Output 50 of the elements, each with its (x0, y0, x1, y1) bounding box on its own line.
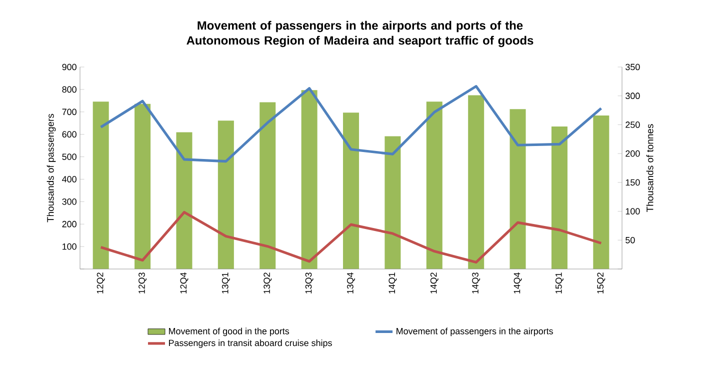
x-tick-label: 12Q2 (96, 272, 105, 294)
x-tick-label: 14Q1 (388, 272, 397, 294)
x-tick-label: 12Q3 (138, 272, 147, 294)
y-tick-label: 700 (62, 108, 76, 116)
line-series (100, 210, 602, 264)
x-tick-label: 14Q2 (430, 272, 438, 294)
y-axis-title: Thousands of passengers (46, 114, 56, 222)
bar (260, 102, 276, 269)
x-tick-label: 15Q2 (597, 272, 606, 294)
bar (176, 132, 192, 269)
legend-label: Movement of good in the ports (169, 328, 290, 336)
x-tick-label: 15Q1 (555, 272, 564, 294)
bar (384, 136, 401, 269)
bar (301, 90, 318, 269)
y2-tick-label: 250 (626, 122, 640, 128)
y2-tick-label: 350 (626, 64, 640, 70)
legend-label: Passengers in transit aboard cruise ships (169, 340, 332, 348)
y-tick-label: 900 (62, 64, 76, 70)
line-series (100, 85, 602, 163)
bar (551, 126, 568, 269)
bar (218, 120, 234, 269)
legend-label: Movement of passengers in the airports (396, 328, 553, 336)
y2-tick-label: 100 (626, 208, 640, 214)
y-tick-label: 100 (62, 243, 76, 250)
y-tick-label: 200 (62, 220, 76, 228)
y2-tick-label: 200 (626, 150, 640, 157)
bar (426, 102, 442, 269)
y-tick-label: 500 (62, 154, 76, 160)
x-tick-label: 14Q4 (514, 272, 522, 294)
bar (134, 104, 151, 269)
x-tick-label: 14Q3 (472, 272, 480, 294)
y2-tick-label: 150 (626, 179, 640, 186)
y-tick-label: 800 (62, 86, 76, 93)
chart-title: Movement of passengers in the airports and ports of the Autonomous Region of Madeira and seaport traffic of goods (186, 20, 534, 48)
bar (510, 109, 526, 269)
y2-axis-title: Thousands of tonnes (646, 124, 654, 212)
x-tick-label: 13Q4 (347, 272, 355, 294)
bar (593, 115, 610, 269)
y-tick-label: 600 (62, 131, 76, 138)
y-tick-label: 400 (62, 176, 76, 182)
bar (468, 95, 484, 269)
bar (343, 112, 360, 269)
y-tick-label: 300 (62, 198, 76, 205)
x-tick-label: 12Q4 (180, 272, 188, 294)
x-tick-label: 13Q2 (264, 272, 272, 294)
x-tick-label: 13Q3 (305, 272, 314, 294)
y2-tick-label: 50 (626, 236, 635, 244)
y2-tick-label: 300 (626, 92, 640, 100)
bar (92, 102, 109, 269)
x-tick-label: 13Q1 (222, 272, 230, 294)
